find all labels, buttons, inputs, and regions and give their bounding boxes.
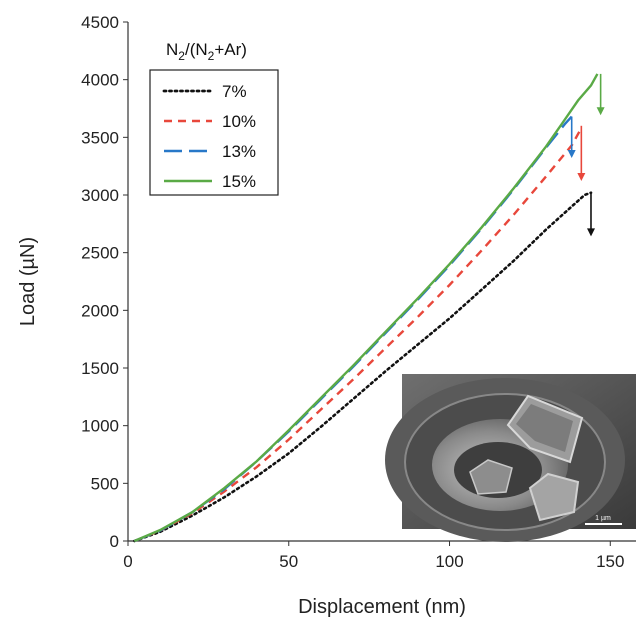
legend-label-2: 10%: [222, 112, 256, 131]
y-tick-label: 4000: [81, 71, 119, 90]
y-tick-label: 3500: [81, 128, 119, 147]
legend-label-1: 7%: [222, 82, 247, 101]
drop-arrowhead-4: [596, 107, 605, 116]
x-axis-label: Displacement (nm): [298, 596, 466, 618]
sem-inset-image: 1 µm: [385, 374, 636, 542]
y-tick-label: 0: [110, 532, 119, 551]
y-tick-label: 2000: [81, 301, 119, 320]
y-tick-label: 2500: [81, 244, 119, 263]
drop-arrowhead-2: [577, 173, 586, 182]
y-tick-label: 500: [91, 474, 119, 493]
y-axis-label: Load (µN): [17, 237, 39, 326]
x-tick-label: 150: [596, 552, 624, 571]
series-line-1: [133, 191, 593, 543]
x-tick-label: 100: [435, 552, 463, 571]
legend-label-3: 13%: [222, 142, 256, 161]
pileup-fragment-bottom: [528, 472, 580, 522]
series-line-4: [133, 73, 599, 543]
x-tick-label: 0: [123, 552, 132, 571]
y-tick-label: 1000: [81, 417, 119, 436]
legend-box: [149, 69, 279, 196]
legend-label-4: 15%: [222, 172, 256, 191]
y-tick-label: 4500: [81, 13, 119, 32]
legend: N2/(N2+Ar) 7% 10% 13% 15%: [149, 40, 279, 196]
scale-bar-label: 1 µm: [595, 515, 611, 522]
drop-arrowhead-3: [567, 149, 576, 158]
axes: 0 500 1000 1500 2000 2500 3000 3500 4000 4500 0 50 1…: [17, 13, 636, 618]
series-layer: [133, 73, 599, 543]
legend-title: N2/(N2+Ar): [166, 40, 247, 63]
x-tick-label: 50: [279, 552, 298, 571]
pileup-fragment-left: [469, 459, 513, 495]
drop-arrows: [567, 73, 605, 237]
drop-arrowhead-1: [586, 228, 595, 237]
y-tick-label: 1500: [81, 359, 119, 378]
y-tick-label: 3000: [81, 186, 119, 205]
series-line-2: [133, 127, 583, 543]
